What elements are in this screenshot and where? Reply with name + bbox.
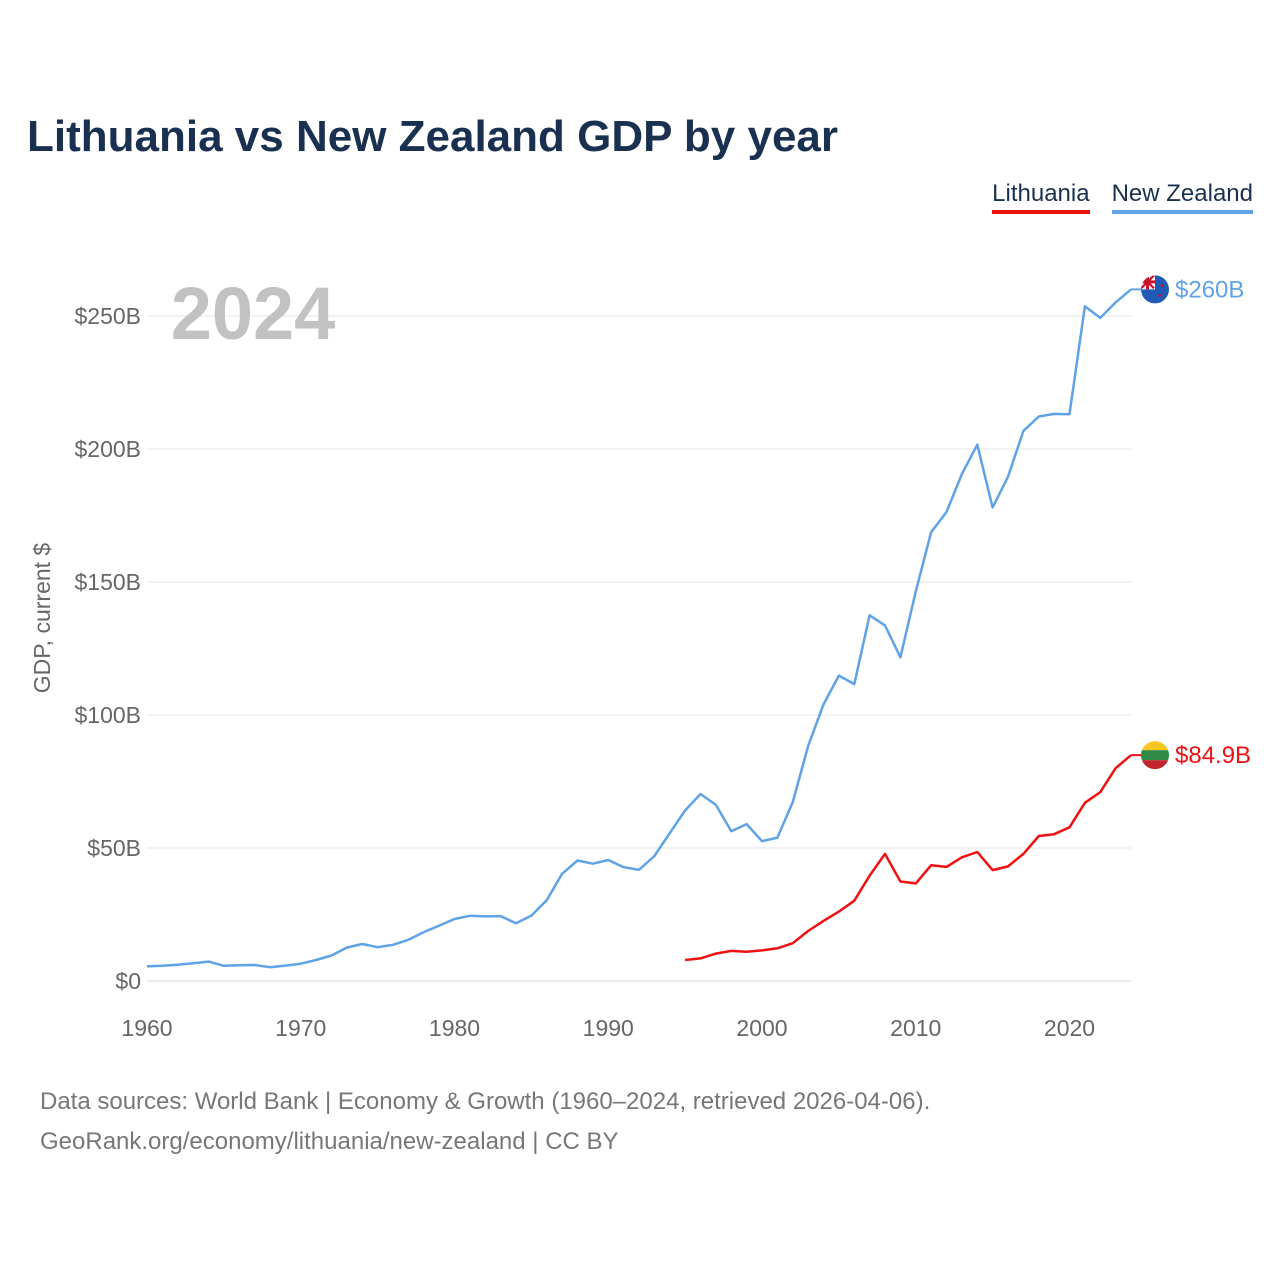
year-watermark: 2024 — [171, 272, 336, 355]
gdp-line-chart: $0$50B$100B$150B$200B$250B 1960 1970 1980 1… — [29, 272, 1251, 1041]
source-link[interactable]: GeoRank.org/economy/lithuania/new-zealan… — [40, 1128, 619, 1155]
legend-item-new-zealand[interactable]: New Zealand — [1111, 180, 1253, 214]
x-tick-label: 1970 — [275, 1015, 326, 1041]
chart-title: Lithuania vs New Zealand GDP by year — [27, 112, 839, 161]
legend-item-lithuania[interactable]: Lithuania — [992, 180, 1090, 214]
y-tick-label: $0 — [115, 968, 141, 994]
end-value-label-lithuania: $84.9B — [1175, 742, 1251, 769]
x-tick-label: 2010 — [890, 1015, 941, 1041]
y-tick-label: $250B — [74, 303, 141, 329]
y-axis-label: GDP, current $ — [29, 543, 55, 694]
x-tick-label: 2000 — [736, 1015, 787, 1041]
new-zealand-flag-icon — [1141, 275, 1169, 304]
y-tick-label: $200B — [74, 436, 141, 462]
lithuania-flag-icon — [1141, 741, 1169, 770]
y-tick-label: $50B — [87, 835, 141, 861]
x-tick-label: 2020 — [1044, 1015, 1095, 1041]
y-tick-label: $100B — [74, 702, 141, 728]
x-tick-label: 1960 — [121, 1015, 172, 1041]
series-lines — [146, 288, 1132, 969]
legend: Lithuania New Zealand — [992, 180, 1253, 214]
x-axis-ticks: 1960 1970 1980 1990 2000 2010 2020 — [121, 1015, 1095, 1041]
data-sources-note: Data sources: World Bank | Economy & Gro… — [40, 1088, 931, 1115]
x-tick-label: 1990 — [583, 1015, 634, 1041]
series-line-lithuania — [684, 754, 1132, 962]
end-value-label-new-zealand: $260B — [1175, 276, 1244, 303]
footer: Data sources: World Bank | Economy & Gro… — [40, 1082, 930, 1162]
gridlines — [147, 315, 1131, 982]
series-line-new-zealand — [146, 288, 1132, 969]
series-end-markers: $260B $84.9B — [1131, 275, 1251, 770]
y-tick-label: $150B — [74, 569, 141, 595]
x-tick-label: 1980 — [429, 1015, 480, 1041]
y-axis-ticks: $0 $50B $100B $150B $200B $250B — [74, 303, 141, 994]
